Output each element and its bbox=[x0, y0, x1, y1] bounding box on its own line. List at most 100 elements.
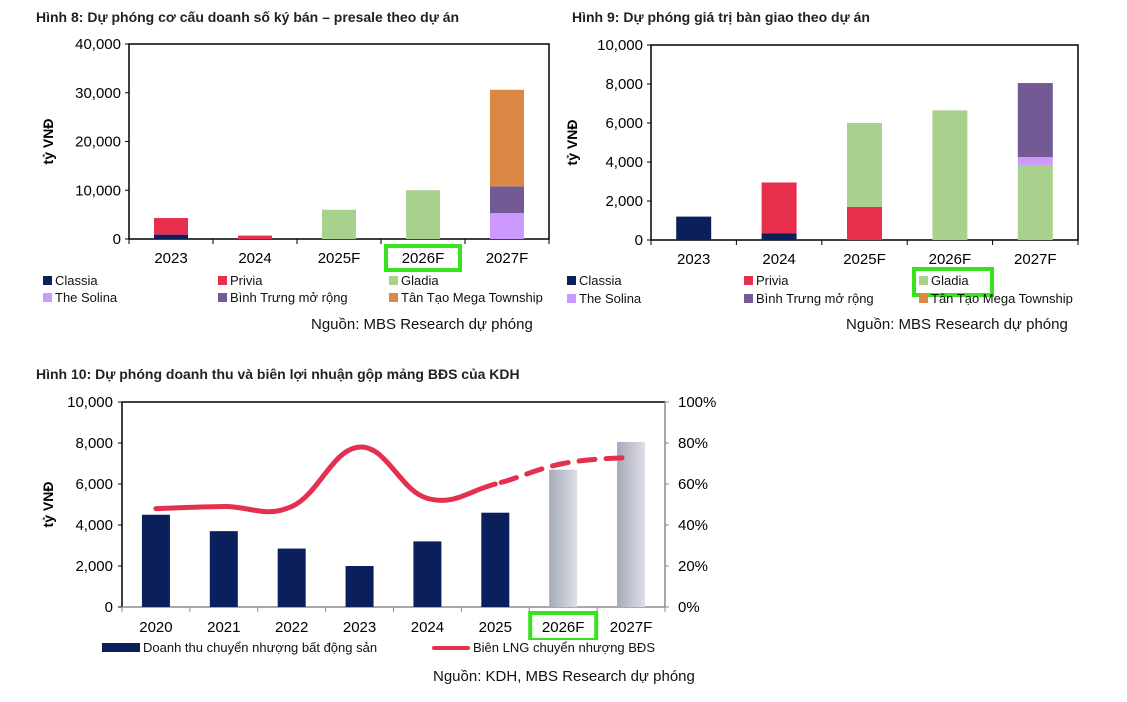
legend-label: Classia bbox=[579, 273, 622, 288]
bar-segment-gladia bbox=[1017, 164, 1053, 240]
x-tick-label: 2023 bbox=[343, 619, 376, 636]
x-tick-label: 2021 bbox=[207, 619, 240, 636]
legend-item: Gladia bbox=[389, 273, 439, 288]
legend-highlight-box bbox=[912, 267, 994, 297]
legend-item: Classia bbox=[567, 273, 622, 288]
legend-item: Privia bbox=[744, 273, 789, 288]
bar-segment-privia bbox=[238, 235, 272, 239]
legend-label: Classia bbox=[55, 273, 98, 288]
x-tick-label: 2025F bbox=[843, 251, 886, 268]
y2-tick-label: 60% bbox=[678, 476, 708, 493]
bar-segment-privia bbox=[154, 218, 188, 235]
x-tick-label: 2023 bbox=[677, 251, 710, 268]
fig10-legend-line: Biên LNG chuyển nhượng BĐS bbox=[432, 640, 655, 655]
bar-revenue bbox=[481, 512, 510, 607]
legend-line-swatch bbox=[432, 645, 470, 650]
legend-bar-label: Doanh thu chuyển nhượng bất động sản bbox=[143, 640, 378, 655]
y-tick-label: 10,000 bbox=[67, 394, 113, 411]
y-tick-label: 0 bbox=[635, 232, 643, 249]
y-tick-label: 10,000 bbox=[75, 182, 121, 199]
line-margin-actual bbox=[153, 444, 498, 515]
legend-item: The Solina bbox=[43, 290, 117, 305]
x-tick-label: 2026F bbox=[402, 250, 445, 267]
bar-revenue bbox=[549, 469, 578, 607]
y-tick-label: 8,000 bbox=[605, 76, 643, 93]
fig10-title: Hình 10: Dự phóng doanh thu và biên lợi … bbox=[36, 366, 520, 382]
x-tick-label: 2020 bbox=[139, 619, 172, 636]
x-tick-label: 2025 bbox=[479, 619, 512, 636]
line-margin-forecast bbox=[492, 454, 634, 487]
y-tick-label: 6,000 bbox=[75, 476, 113, 493]
x-tick-label: 2024 bbox=[411, 619, 444, 636]
bar-segment-b-nh-tr-ng-m-r-ng bbox=[490, 186, 524, 214]
legend-label: Gladia bbox=[401, 273, 439, 288]
fig10-source: Nguồn: KDH, MBS Research dự phóng bbox=[433, 668, 695, 685]
legend-item: Tân Tạo Mega Township bbox=[919, 291, 1073, 306]
legend-item: Privia bbox=[218, 273, 263, 288]
fig8-source: Nguồn: MBS Research dự phóng bbox=[311, 316, 533, 333]
fig10-legend-bar: Doanh thu chuyển nhượng bất động sản bbox=[102, 640, 377, 655]
y-axis-label: tỷ VNĐ bbox=[564, 120, 580, 166]
bar-revenue bbox=[277, 548, 306, 607]
fig9-source: Nguồn: MBS Research dự phóng bbox=[846, 316, 1068, 333]
legend-label: Gladia bbox=[931, 273, 969, 288]
y-tick-label: 2,000 bbox=[605, 193, 643, 210]
x-tick-label: 2024 bbox=[238, 250, 271, 267]
legend-label: Privia bbox=[230, 273, 263, 288]
legend-label: Bình Trưng mở rộng bbox=[756, 291, 874, 306]
legend-line-label: Biên LNG chuyển nhượng BĐS bbox=[473, 640, 655, 655]
x-tick-label: 2026F bbox=[929, 251, 972, 268]
y-tick-label: 4,000 bbox=[605, 154, 643, 171]
x-tick-label: 2024 bbox=[762, 251, 795, 268]
bar-segment-gladia bbox=[932, 110, 968, 240]
legend-swatch bbox=[919, 294, 928, 303]
fig10-chart: 0 2,000 4,000 6,000 8,000 10,000 0% 20% 40% 60% 80… bbox=[40, 394, 716, 640]
fig9-chart: 0 2,000 4,000 6,000 8,000 10,000 tỷ VNĐ 2023 202… bbox=[564, 37, 1079, 268]
y-tick-label: 0 bbox=[105, 599, 113, 616]
highlight-box bbox=[384, 244, 462, 272]
y-tick-label: 40,000 bbox=[75, 36, 121, 53]
y-axis-label: tỷ VNĐ bbox=[40, 119, 56, 165]
legend-swatch bbox=[43, 293, 52, 302]
legend-label: Bình Trưng mở rộng bbox=[230, 290, 348, 305]
y-tick-label: 20,000 bbox=[75, 134, 121, 151]
bar-revenue bbox=[209, 531, 238, 607]
legend-item: Tân Tạo Mega Township bbox=[389, 290, 543, 305]
bar-revenue bbox=[141, 514, 170, 607]
bar-segment-the-solina bbox=[1017, 157, 1053, 165]
bar-segment-gladia bbox=[322, 209, 356, 239]
legend-label: The Solina bbox=[579, 291, 642, 306]
highlight-box bbox=[528, 611, 599, 640]
legend-label: Tân Tạo Mega Township bbox=[401, 290, 543, 305]
y2-tick-label: 0% bbox=[678, 599, 700, 616]
fig8-title: Hình 8: Dự phóng cơ cấu doanh số ký bán … bbox=[36, 9, 460, 25]
y-tick-label: 4,000 bbox=[75, 517, 113, 534]
legend-label: Tân Tạo Mega Township bbox=[931, 291, 1073, 306]
legend-swatch bbox=[567, 294, 576, 303]
bar-segment-t-n-t-o-mega-township bbox=[490, 89, 524, 187]
fig8-chart: 0 10,000 20,000 30,000 40,000 tỷ VNĐ 2023 2024 2… bbox=[40, 36, 550, 272]
y-tick-label: 30,000 bbox=[75, 85, 121, 102]
legend-swatch bbox=[218, 276, 227, 285]
bar-segment-the-solina bbox=[490, 213, 524, 239]
bar-revenue bbox=[617, 441, 646, 607]
legend-swatch bbox=[744, 276, 753, 285]
fig9-title: Hình 9: Dự phóng giá trị bàn giao theo d… bbox=[572, 9, 870, 25]
legend-swatch bbox=[218, 293, 227, 302]
y-tick-label: 0 bbox=[113, 231, 121, 248]
y2-tick-label: 80% bbox=[678, 435, 708, 452]
legend-label: The Solina bbox=[55, 290, 118, 305]
y-tick-label: 6,000 bbox=[605, 115, 643, 132]
legend-swatch bbox=[567, 276, 576, 285]
legend-item: Gladia bbox=[919, 273, 969, 288]
bar-segment-b-nh-tr-ng-m-r-ng bbox=[1017, 83, 1053, 158]
legend-bar-swatch bbox=[102, 643, 140, 652]
x-tick-label: 2025F bbox=[318, 250, 361, 267]
y-tick-label: 2,000 bbox=[75, 558, 113, 575]
x-tick-label: 2027F bbox=[610, 619, 653, 636]
legend-swatch bbox=[919, 276, 928, 285]
bar-revenue bbox=[345, 566, 374, 607]
bar-segment-classia bbox=[154, 234, 188, 239]
bar-segment-classia bbox=[676, 216, 712, 240]
legend-label: Privia bbox=[756, 273, 789, 288]
